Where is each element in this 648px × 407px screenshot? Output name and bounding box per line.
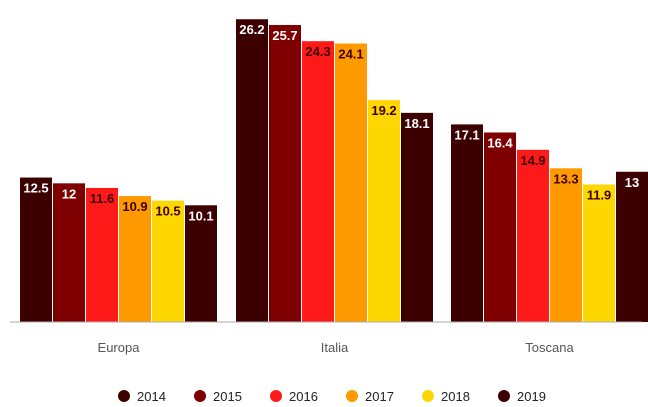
legend-marker-2016: [270, 390, 282, 402]
bar-europa-2018: [152, 200, 184, 322]
value-label-italia-2017: 24.1: [338, 47, 363, 62]
bar-europa-2015: [53, 183, 85, 322]
bar-italia-2015: [269, 25, 301, 323]
bar-europa-2019: [185, 205, 217, 322]
bar-toscana-2017: [550, 168, 582, 322]
value-label-italia-2014: 26.2: [239, 22, 264, 37]
legend-marker-2014: [118, 390, 130, 402]
bar-italia-2014: [236, 19, 268, 322]
bar-toscana-2014: [451, 124, 483, 323]
category-labels-group: Europa Italia Toscana: [98, 340, 575, 355]
legend-label-2016: 2016: [289, 389, 318, 404]
bars-group: [20, 19, 648, 323]
bar-italia-2019: [401, 112, 433, 322]
legend-marker-2019: [498, 390, 510, 402]
legend-label-2014: 2014: [137, 389, 166, 404]
category-label-toscana: Toscana: [525, 340, 574, 355]
bar-toscana-2018: [583, 184, 615, 322]
value-label-italia-2016: 24.3: [305, 44, 330, 59]
value-label-toscana-2017: 13.3: [553, 171, 578, 186]
bar-toscana-2016: [517, 149, 549, 322]
legend: 2014 2015 2016 2017 2018 2019: [118, 389, 546, 404]
bar-europa-2017: [119, 196, 151, 322]
legend-marker-2015: [194, 390, 206, 402]
value-label-europa-2015: 12: [62, 186, 76, 201]
legend-label-2015: 2015: [213, 389, 242, 404]
value-label-toscana-2015: 16.4: [487, 135, 513, 150]
value-labels-group: 12.5 12 11.6 10.9 10.5 10.1 26.2 25.7 24.3 24.1 19…: [23, 22, 639, 223]
value-label-italia-2019: 18.1: [404, 116, 429, 131]
bar-europa-2014: [20, 177, 52, 322]
legend-label-2018: 2018: [441, 389, 470, 404]
value-label-toscana-2019: 13: [625, 175, 639, 190]
value-label-italia-2015: 25.7: [272, 28, 297, 43]
bar-italia-2018: [368, 100, 400, 322]
value-label-europa-2016: 11.6: [90, 191, 115, 206]
value-label-europa-2017: 10.9: [122, 199, 147, 214]
bar-europa-2016: [86, 187, 118, 322]
value-label-europa-2018: 10.5: [155, 204, 180, 219]
value-label-toscana-2018: 11.9: [587, 187, 612, 202]
bar-italia-2017: [335, 43, 367, 323]
bar-toscana-2015: [484, 132, 516, 322]
value-label-toscana-2016: 14.9: [520, 153, 545, 168]
legend-marker-2017: [346, 390, 358, 402]
category-label-italia: Italia: [321, 340, 349, 355]
legend-label-2017: 2017: [365, 389, 394, 404]
value-label-italia-2018: 19.2: [371, 103, 396, 118]
value-label-europa-2019: 10.1: [188, 208, 213, 223]
value-label-toscana-2014: 17.1: [454, 127, 479, 142]
category-label-europa: Europa: [98, 340, 141, 355]
bar-italia-2016: [302, 41, 334, 322]
bar-toscana-2019: [616, 171, 648, 322]
legend-label-2019: 2019: [517, 389, 546, 404]
value-label-europa-2014: 12.5: [23, 181, 48, 196]
legend-marker-2018: [422, 390, 434, 402]
